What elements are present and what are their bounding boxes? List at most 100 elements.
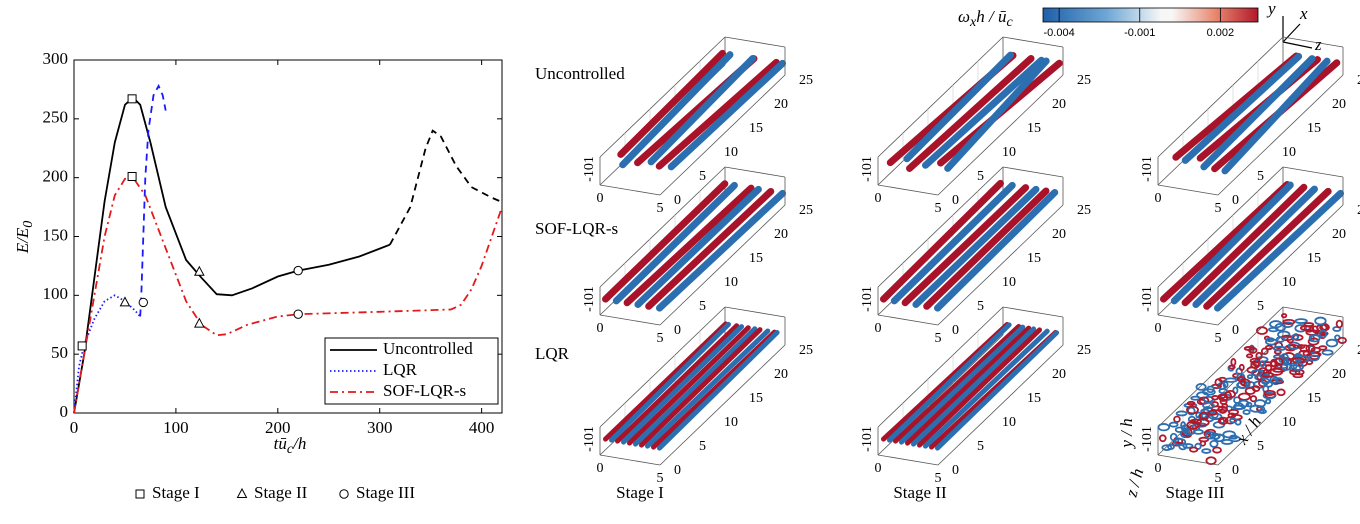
panel-x-tick: 20 [1052, 97, 1066, 112]
panel-x-tick: 10 [724, 145, 738, 160]
vortex-tube [899, 324, 1026, 445]
panel-x-tick: 10 [724, 415, 738, 430]
series-extension [139, 83, 167, 317]
panel-z-tick: 0 [1155, 321, 1162, 336]
vortex-blob [1269, 320, 1283, 329]
vortex-blob [1190, 395, 1201, 401]
x-label-tail: /h [292, 434, 306, 453]
vortex-blob [1189, 418, 1202, 425]
vortex-tube [1181, 52, 1303, 164]
triad-z-label: z [1314, 35, 1322, 54]
vortex-blob [1174, 426, 1184, 433]
vortex-tube [903, 51, 1015, 163]
panel-x-tick: 5 [699, 439, 706, 454]
vortex-blob [1222, 430, 1236, 439]
panel-x-tick: 15 [1307, 121, 1321, 136]
y-axis-label: E/E0 [13, 221, 36, 255]
box-edge [1157, 454, 1219, 466]
marker-circle [293, 265, 303, 276]
box-edge [1157, 166, 1284, 288]
vortex-blob [1189, 446, 1199, 453]
vortex-blob [1238, 363, 1245, 371]
marker-triangle [194, 265, 205, 276]
x-axis-label: tūc/h [274, 434, 307, 457]
vortex-blob [1237, 392, 1251, 401]
x-tick-label: 0 [70, 418, 79, 437]
panel-x-tick: 15 [1307, 251, 1321, 266]
panel-x-tick: 0 [1232, 323, 1239, 338]
vortex-blob [1217, 393, 1227, 399]
y-tick-label: 200 [43, 167, 69, 186]
marker-square [127, 171, 137, 181]
panel-z-tick: 0 [597, 191, 604, 206]
box-edge [1002, 166, 1064, 178]
legend-label: SOF-LQR-s [383, 381, 466, 400]
vortex-tube [602, 180, 729, 303]
box-edge [599, 184, 661, 196]
panel-x-tick: 10 [1002, 415, 1016, 430]
vortex-blob [1195, 383, 1207, 391]
vortex-blob [1173, 415, 1181, 423]
vortex-blob [1264, 364, 1273, 372]
x-tick-label: 400 [469, 418, 495, 437]
vortex-blob [1212, 446, 1222, 454]
y-tick-label: 50 [51, 343, 68, 362]
marker-square [77, 341, 87, 351]
vortex-blob [1219, 398, 1228, 405]
triad [1282, 16, 1313, 49]
vortex-tube [887, 322, 1012, 443]
panel-x-tick: 10 [1002, 145, 1016, 160]
vortex-tube [934, 188, 1059, 312]
vortex-blob [1260, 347, 1269, 356]
vortex-blob [1175, 410, 1188, 417]
vortex-blob [1249, 404, 1264, 413]
vortex-tube [633, 326, 758, 447]
panel-x-tick: 10 [1282, 275, 1296, 290]
panel-x-tick: 5 [1257, 439, 1264, 454]
panel-y-tick: -101 [860, 286, 875, 312]
panel-x-tick: 0 [952, 463, 959, 478]
vortex-tube [935, 330, 1060, 451]
vortex-blob [1230, 357, 1237, 367]
marker-legend-label: Stage II [254, 483, 308, 502]
vortex-tube [603, 321, 729, 442]
panel-x-tick: 0 [1232, 463, 1239, 478]
vortex-blob [1178, 442, 1188, 451]
vortex-tube [1181, 183, 1308, 307]
cb-title-sub: x [969, 15, 977, 30]
panel-x-tick: 20 [774, 227, 788, 242]
series-line [73, 294, 141, 414]
panel-x-tick: 5 [699, 169, 706, 184]
y-tick-label: 150 [43, 225, 69, 244]
vortex-blob [1263, 389, 1276, 396]
box-edge [724, 306, 786, 318]
vortex-blob [1318, 345, 1328, 351]
box-edge [659, 74, 786, 196]
box-edge [1282, 166, 1344, 178]
panel-x-tick: 25 [799, 203, 813, 218]
vortex-blob [1207, 409, 1218, 416]
panel-y-tick: -101 [582, 156, 597, 182]
panel-y-tick: -101 [582, 426, 597, 452]
vortex-blob [1158, 434, 1167, 443]
panel-x-tick: 15 [1027, 121, 1041, 136]
box-edge [599, 166, 726, 288]
vortex-blob [1299, 325, 1312, 331]
vortex-blob [1294, 352, 1302, 361]
box-edge [1157, 184, 1219, 196]
panel-x-tick: 5 [977, 169, 984, 184]
panel-x-tick: 0 [952, 323, 959, 338]
marker-circle [138, 297, 148, 308]
vortex-blob [1161, 444, 1173, 451]
vortex-blob [1201, 448, 1212, 454]
vortex-blob [1272, 345, 1287, 351]
panel-z-tick: 0 [1155, 191, 1162, 206]
vortex-blob [1249, 395, 1258, 403]
panel-x-tick: 5 [699, 299, 706, 314]
panel-x-tick: 10 [1282, 415, 1296, 430]
vortex-tube [893, 323, 1022, 444]
panel-y-label: y / h [1117, 418, 1136, 449]
vortex-blob [1292, 362, 1305, 371]
